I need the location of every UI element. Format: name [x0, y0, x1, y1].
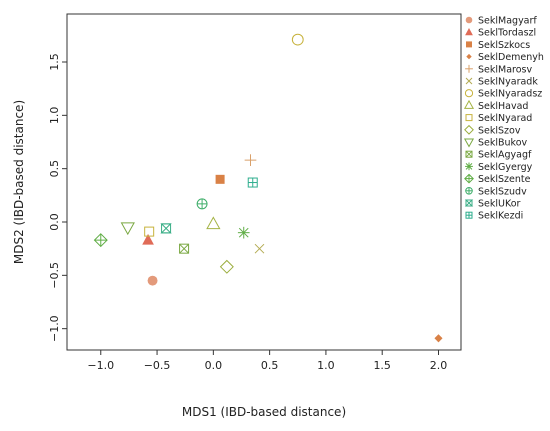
legend-label: SeklSzkocs: [478, 40, 530, 51]
legend: SeklMagyarfSeklTordaszlSeklSzkocsSeklDem…: [463, 16, 544, 222]
x-tick-label: 2.0: [430, 359, 448, 372]
legend-item: SeklUKor: [464, 199, 521, 210]
legend-marker: [466, 41, 472, 48]
legend-item: SeklNyaradsz: [464, 89, 542, 100]
y-tick-label: 1.0: [48, 107, 61, 125]
legend-marker: [465, 64, 473, 73]
x-tick-label: 1.0: [317, 359, 335, 372]
y-tick-label: −1.0: [48, 315, 61, 342]
data-point-seklagyagf: [179, 243, 190, 254]
y-axis-title: MDS2 (IBD-based distance): [12, 100, 26, 264]
legend-marker: [463, 99, 475, 109]
legend-item: SeklAgyagf: [465, 150, 532, 161]
x-axis-title: MDS1 (IBD-based distance): [182, 405, 346, 419]
legend-item: SeklSzov: [464, 124, 521, 136]
legend-label: SeklSzov: [478, 125, 521, 136]
legend-marker: [465, 28, 473, 36]
legend-label: SeklDemenyh: [478, 52, 544, 63]
legend-marker: [465, 187, 473, 195]
legend-label: SeklGyergy: [478, 162, 533, 173]
x-tick-label: 1.5: [373, 359, 391, 372]
y-tick-label: 0.0: [48, 213, 61, 231]
legend-label: SeklHavad: [478, 101, 528, 112]
legend-item: SeklSzente: [464, 173, 531, 185]
legend-label: SeklNyaradk: [478, 77, 538, 88]
legend-marker: [464, 124, 474, 135]
data-point-seklgyergy: [237, 226, 250, 239]
legend-marker: [465, 16, 473, 24]
legend-item: SeklMagyarf: [465, 16, 537, 27]
legend-marker: [464, 173, 474, 184]
y-tick-label: −0.5: [48, 262, 61, 289]
legend-item: SeklSzkocs: [466, 40, 530, 51]
legend-item: SeklKezdi: [465, 211, 523, 222]
legend-label: SeklBukov: [478, 138, 528, 149]
data-point-seklszente: [93, 233, 108, 248]
data-points: [93, 33, 443, 343]
y-tick-label: 0.5: [48, 160, 61, 178]
legend-label: SeklUKor: [478, 199, 521, 210]
legend-label: SeklNyarad: [478, 113, 532, 124]
legend-label: SeklKezdi: [478, 211, 523, 222]
legend-item: SeklDemenyh: [466, 52, 544, 63]
legend-item: SeklBukov: [463, 138, 528, 149]
legend-item: SeklSzudv: [465, 186, 527, 197]
legend-label: SeklTordaszl: [478, 28, 536, 39]
legend-item: SeklNyaradk: [465, 77, 538, 88]
legend-item: SeklGyergy: [465, 162, 533, 173]
legend-marker: [465, 77, 473, 85]
x-axis: −1.0 −0.5 0.0 0.5 1.0 1.5 2.0: [87, 350, 447, 372]
data-point-seklnyaradsz: [291, 33, 304, 46]
legend-marker: [465, 114, 473, 122]
legend-item: SeklNyarad: [465, 113, 532, 124]
legend-item: SeklMarosv: [465, 64, 532, 75]
legend-label: SeklNyaradsz: [478, 89, 542, 100]
legend-marker: [463, 138, 475, 148]
legend-marker: [465, 162, 473, 171]
x-tick-label: −1.0: [87, 359, 114, 372]
data-point-seklukor: [160, 223, 172, 234]
data-point-sekldemenyh: [434, 334, 443, 343]
legend-label: SeklMarosv: [478, 64, 532, 75]
legend-marker: [464, 199, 474, 207]
legend-label: SeklSzudv: [478, 186, 527, 197]
data-point-seklszov: [219, 259, 234, 274]
legend-label: SeklSzente: [478, 174, 531, 185]
data-point-sekltordaszl: [142, 233, 154, 245]
legend-marker: [464, 89, 474, 98]
x-tick-label: 0.5: [261, 359, 279, 372]
legend-label: SeklMagyarf: [478, 16, 537, 27]
plot-frame: [66, 13, 462, 351]
data-point-seklmagyarf: [147, 275, 158, 286]
x-tick-label: −0.5: [144, 359, 171, 372]
legend-label: SeklAgyagf: [478, 150, 532, 161]
legend-marker: [466, 53, 472, 60]
y-tick-label: 1.5: [48, 53, 61, 71]
legend-item: SeklTordaszl: [465, 28, 536, 39]
data-point-seklszudv: [196, 198, 208, 210]
legend-marker: [465, 211, 473, 219]
data-point-seklbukov: [120, 222, 135, 236]
legend-item: SeklHavad: [463, 99, 528, 112]
data-point-seklmarosv: [244, 154, 257, 166]
data-point-seklhavad: [206, 216, 221, 230]
data-point-seklkezdi: [247, 177, 258, 188]
y-axis: −1.0 −0.5 0.0 0.5 1.0 1.5: [48, 53, 67, 342]
data-point-seklszkocs: [215, 174, 225, 184]
legend-marker: [465, 150, 473, 158]
data-point-seklnyaradk: [254, 243, 265, 254]
x-tick-label: 0.0: [205, 359, 223, 372]
data-point-seklnyarad: [144, 226, 155, 237]
